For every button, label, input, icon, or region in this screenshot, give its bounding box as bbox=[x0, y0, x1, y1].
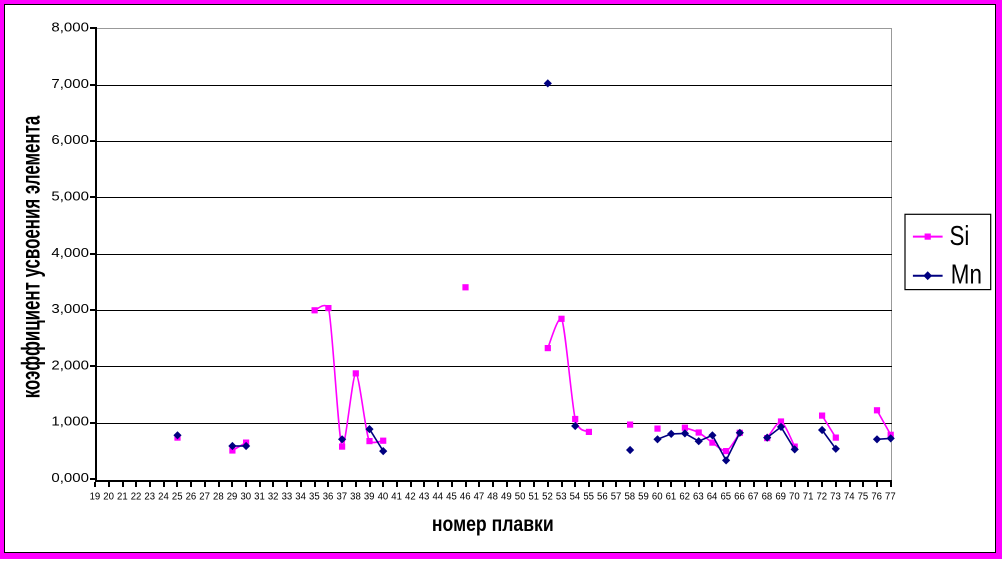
svg-text:31: 31 bbox=[254, 491, 265, 502]
svg-text:61: 61 bbox=[666, 491, 677, 502]
svg-text:71: 71 bbox=[803, 491, 814, 502]
svg-text:33: 33 bbox=[282, 491, 293, 502]
svg-text:43: 43 bbox=[419, 491, 430, 502]
svg-text:66: 66 bbox=[734, 491, 745, 502]
svg-text:77: 77 bbox=[885, 491, 896, 502]
svg-text:45: 45 bbox=[446, 491, 457, 502]
svg-text:29: 29 bbox=[227, 491, 238, 502]
svg-text:68: 68 bbox=[762, 491, 773, 502]
svg-text:70: 70 bbox=[789, 491, 800, 502]
svg-text:38: 38 bbox=[350, 491, 361, 502]
svg-text:47: 47 bbox=[474, 491, 485, 502]
svg-text:6,000: 6,000 bbox=[51, 132, 89, 147]
svg-text:25: 25 bbox=[172, 491, 183, 502]
svg-text:62: 62 bbox=[679, 491, 690, 502]
svg-text:8,000: 8,000 bbox=[51, 20, 89, 35]
svg-text:20: 20 bbox=[103, 491, 114, 502]
svg-text:19: 19 bbox=[90, 491, 101, 502]
svg-text:Si: Si bbox=[950, 221, 970, 252]
svg-text:коэффициент усвоения элемента: коэффициент усвоения элемента bbox=[16, 115, 46, 398]
svg-text:59: 59 bbox=[638, 491, 649, 502]
svg-text:24: 24 bbox=[158, 491, 169, 502]
svg-text:3,000: 3,000 bbox=[51, 301, 89, 316]
svg-text:67: 67 bbox=[748, 491, 759, 502]
svg-text:4,000: 4,000 bbox=[51, 245, 89, 260]
svg-text:76: 76 bbox=[871, 491, 882, 502]
svg-text:21: 21 bbox=[117, 491, 128, 502]
svg-text:2,000: 2,000 bbox=[51, 357, 89, 372]
svg-text:65: 65 bbox=[720, 491, 731, 502]
svg-text:48: 48 bbox=[487, 491, 498, 502]
svg-text:51: 51 bbox=[528, 491, 539, 502]
svg-text:75: 75 bbox=[858, 491, 869, 502]
svg-text:Mn: Mn bbox=[951, 259, 982, 290]
svg-text:0,000: 0,000 bbox=[51, 470, 89, 485]
svg-text:37: 37 bbox=[336, 491, 347, 502]
svg-text:64: 64 bbox=[707, 491, 718, 502]
svg-text:74: 74 bbox=[844, 491, 855, 502]
svg-text:56: 56 bbox=[597, 491, 608, 502]
svg-text:73: 73 bbox=[830, 491, 841, 502]
svg-text:7,000: 7,000 bbox=[51, 76, 89, 91]
svg-text:49: 49 bbox=[501, 491, 512, 502]
svg-text:41: 41 bbox=[391, 491, 402, 502]
svg-text:1,000: 1,000 bbox=[51, 414, 89, 429]
svg-text:35: 35 bbox=[309, 491, 320, 502]
svg-text:36: 36 bbox=[323, 491, 334, 502]
svg-text:30: 30 bbox=[240, 491, 251, 502]
svg-text:34: 34 bbox=[295, 491, 306, 502]
svg-text:50: 50 bbox=[515, 491, 526, 502]
svg-text:23: 23 bbox=[144, 491, 155, 502]
svg-text:58: 58 bbox=[624, 491, 635, 502]
svg-text:53: 53 bbox=[556, 491, 567, 502]
svg-text:27: 27 bbox=[199, 491, 210, 502]
svg-text:60: 60 bbox=[652, 491, 663, 502]
svg-text:5,000: 5,000 bbox=[51, 189, 89, 204]
svg-text:39: 39 bbox=[364, 491, 375, 502]
svg-text:52: 52 bbox=[542, 491, 553, 502]
svg-text:28: 28 bbox=[213, 491, 224, 502]
svg-text:26: 26 bbox=[186, 491, 197, 502]
svg-text:72: 72 bbox=[816, 491, 827, 502]
svg-text:57: 57 bbox=[611, 491, 622, 502]
svg-text:42: 42 bbox=[405, 491, 416, 502]
svg-text:69: 69 bbox=[775, 491, 786, 502]
svg-text:63: 63 bbox=[693, 491, 704, 502]
svg-text:22: 22 bbox=[131, 491, 142, 502]
svg-text:54: 54 bbox=[570, 491, 581, 502]
svg-text:номер плавки: номер плавки bbox=[432, 512, 554, 536]
svg-text:44: 44 bbox=[432, 491, 443, 502]
svg-text:40: 40 bbox=[378, 491, 389, 502]
svg-text:46: 46 bbox=[460, 491, 471, 502]
svg-text:32: 32 bbox=[268, 491, 279, 502]
svg-text:55: 55 bbox=[583, 491, 594, 502]
